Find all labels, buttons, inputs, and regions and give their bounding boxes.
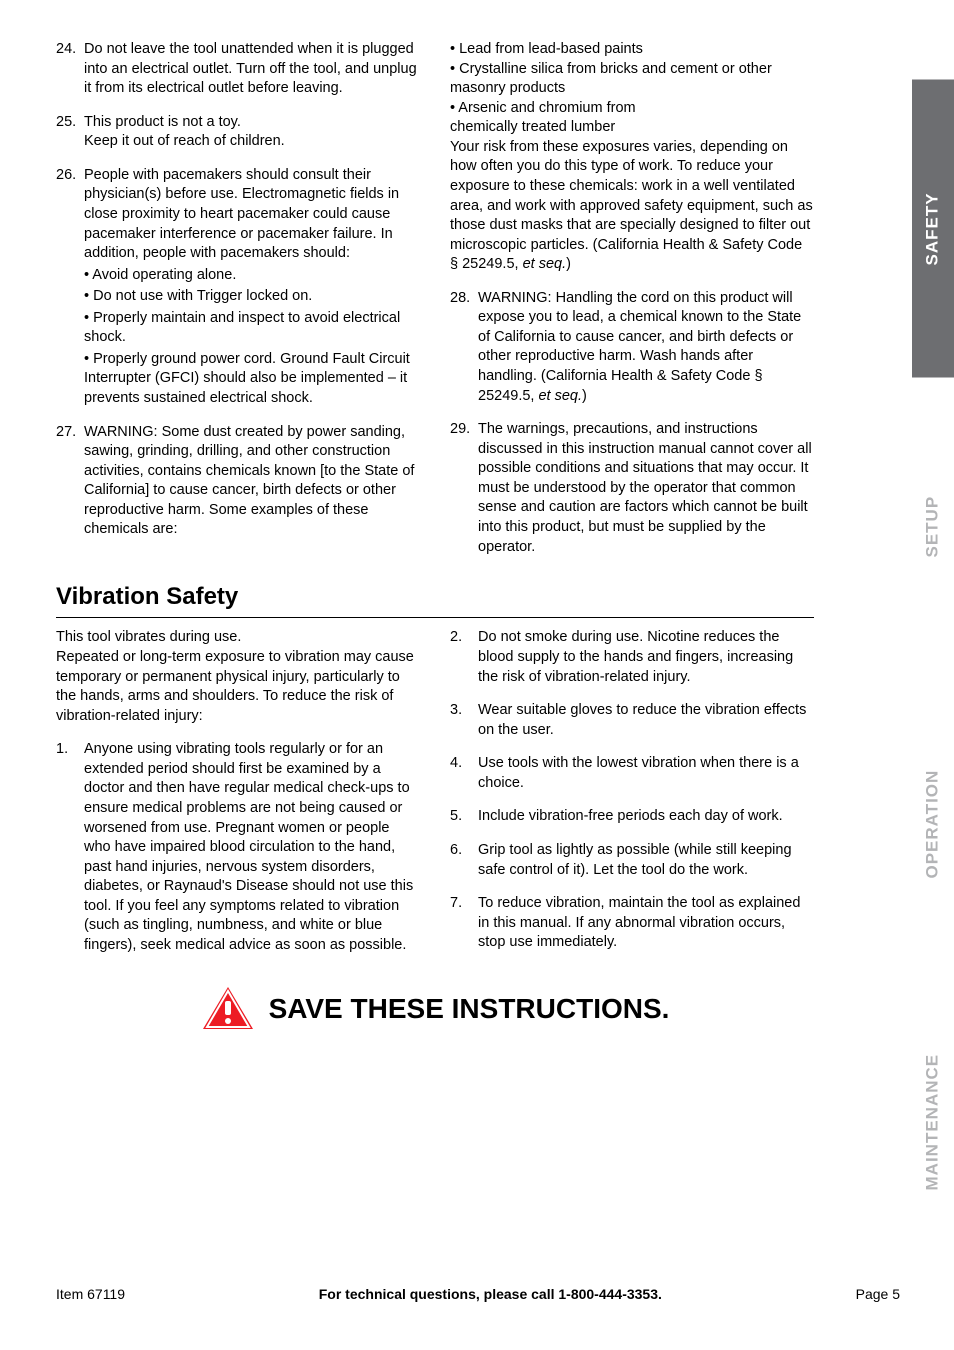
vibration-intro: This tool vibrates during use.Repeated o… — [56, 628, 420, 726]
sub-bullet: • Properly maintain and inspect to avoid… — [84, 309, 420, 348]
list-body: Wear suitable gloves to reduce the vibra… — [478, 701, 814, 740]
list-item: 7.To reduce vibration, maintain the tool… — [450, 894, 814, 953]
top-left-column: 24.Do not leave the tool unattended when… — [56, 40, 420, 571]
list-number: 25. — [56, 113, 84, 152]
list-item: 3.Wear suitable gloves to reduce the vib… — [450, 701, 814, 740]
save-instructions-row: SAVE THESE INSTRUCTIONS. — [56, 985, 814, 1031]
list-item: 25.This product is not a toy.Keep it out… — [56, 113, 420, 152]
list-item: 1.Anyone using vibrating tools regularly… — [56, 740, 420, 955]
tab-operation[interactable]: OPERATION — [912, 675, 954, 973]
list-body: Include vibration-free periods each day … — [478, 807, 814, 827]
vibration-columns: This tool vibrates during use.Repeated o… — [56, 628, 814, 969]
list-body: Anyone using vibrating tools regularly o… — [84, 740, 420, 955]
tab-setup[interactable]: SETUP — [912, 378, 954, 676]
list-body: Grip tool as lightly as possible (while … — [478, 841, 814, 880]
list-number: 24. — [56, 40, 84, 99]
sub-bullet: • Properly ground power cord. Ground Fau… — [84, 350, 420, 409]
list-number: 29. — [450, 420, 478, 557]
list-body: • Lead from lead-based paints• Crystalli… — [450, 40, 814, 275]
list-number: 27. — [56, 423, 84, 540]
side-tabs: SAFETYSETUPOPERATIONMAINTENANCE — [912, 80, 954, 1270]
top-columns: 24.Do not leave the tool unattended when… — [56, 40, 814, 571]
page-footer: Item 67119 For technical questions, plea… — [56, 1285, 900, 1304]
tab-safety[interactable]: SAFETY — [912, 80, 954, 378]
vibration-left-column: This tool vibrates during use.Repeated o… — [56, 628, 420, 969]
list-body: The warnings, precautions, and instructi… — [478, 420, 814, 557]
list-number: 26. — [56, 166, 84, 409]
sub-bullet: • Avoid operating alone. — [84, 266, 420, 286]
sub-bullet: • Do not use with Trigger locked on. — [84, 287, 420, 307]
top-right-column: • Lead from lead-based paints• Crystalli… — [450, 40, 814, 571]
sub-bullet: • Arsenic and chromium fromchemically tr… — [450, 99, 814, 138]
list-number: 4. — [450, 754, 478, 793]
list-item: 4.Use tools with the lowest vibration wh… — [450, 754, 814, 793]
list-body: Do not smoke during use. Nicotine reduce… — [478, 628, 814, 687]
vibration-right-column: 2.Do not smoke during use. Nicotine redu… — [450, 628, 814, 969]
section-rule — [56, 617, 814, 618]
warning-icon — [201, 985, 255, 1031]
list-item: 24.Do not leave the tool unattended when… — [56, 40, 420, 99]
list-number: 7. — [450, 894, 478, 953]
save-instructions-text: SAVE THESE INSTRUCTIONS. — [269, 990, 670, 1028]
list-number: 5. — [450, 807, 478, 827]
page-content: 24.Do not leave the tool unattended when… — [0, 0, 870, 1031]
tab-maintenance[interactable]: MAINTENANCE — [912, 973, 954, 1271]
list-body: This product is not a toy.Keep it out of… — [84, 113, 420, 152]
list-item: 2.Do not smoke during use. Nicotine redu… — [450, 628, 814, 687]
list-body: WARNING: Some dust created by power sand… — [84, 423, 420, 540]
list-item: 28.WARNING: Handling the cord on this pr… — [450, 289, 814, 406]
list-body: Use tools with the lowest vibration when… — [478, 754, 814, 793]
list-number: 1. — [56, 740, 84, 955]
footer-page-number: Page 5 — [856, 1285, 900, 1304]
list-item: 5.Include vibration-free periods each da… — [450, 807, 814, 827]
sub-bullet: • Crystalline silica from bricks and cem… — [450, 60, 814, 99]
sub-bullet: • Lead from lead-based paints — [450, 40, 814, 60]
list-item-continuation: • Lead from lead-based paints• Crystalli… — [450, 40, 814, 275]
list-item: 27.WARNING: Some dust created by power s… — [56, 423, 420, 540]
list-body: People with pacemakers should consult th… — [84, 166, 420, 409]
footer-item-number: Item 67119 — [56, 1285, 125, 1304]
list-item: 29.The warnings, precautions, and instru… — [450, 420, 814, 557]
vibration-heading: Vibration Safety — [56, 581, 814, 613]
list-item: 26.People with pacemakers should consult… — [56, 166, 420, 409]
list-number: 2. — [450, 628, 478, 687]
list-number: 3. — [450, 701, 478, 740]
list-body: Do not leave the tool unattended when it… — [84, 40, 420, 99]
list-number: 6. — [450, 841, 478, 880]
footer-phone: For technical questions, please call 1-8… — [319, 1285, 662, 1304]
list-body: To reduce vibration, maintain the tool a… — [478, 894, 814, 953]
list-body: WARNING: Handling the cord on this produ… — [478, 289, 814, 406]
list-item: 6.Grip tool as lightly as possible (whil… — [450, 841, 814, 880]
list-number: 28. — [450, 289, 478, 406]
